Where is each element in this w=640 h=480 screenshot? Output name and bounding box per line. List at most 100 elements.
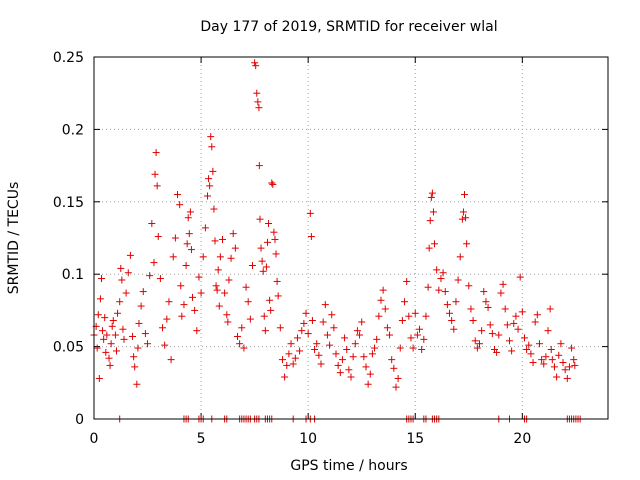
data-point <box>349 353 357 361</box>
data-point <box>183 240 191 248</box>
data-point <box>484 304 492 312</box>
data-point <box>375 312 383 320</box>
data-point <box>102 348 110 356</box>
data-point <box>130 353 138 361</box>
data-point <box>319 318 327 326</box>
data-point <box>120 335 128 343</box>
data-point <box>163 315 171 323</box>
data-point <box>411 309 419 317</box>
data-point <box>263 238 271 246</box>
data-point <box>459 208 467 216</box>
data-point <box>379 286 387 294</box>
data-points <box>90 59 584 423</box>
data-point <box>538 356 546 364</box>
data-point <box>255 104 263 112</box>
data-point <box>550 363 558 371</box>
data-point <box>499 280 507 288</box>
data-point <box>274 292 282 300</box>
data-point <box>488 330 496 338</box>
data-point <box>311 345 319 353</box>
data-point <box>486 321 494 329</box>
data-point <box>418 345 426 353</box>
data-point <box>454 276 462 284</box>
data-point <box>185 230 193 238</box>
data-point <box>144 340 152 348</box>
data-point <box>276 324 284 332</box>
data-point <box>300 319 308 327</box>
data-point <box>296 347 304 355</box>
data-point <box>265 220 273 228</box>
data-point <box>461 191 469 199</box>
data-point <box>107 340 115 348</box>
data-point <box>148 220 156 228</box>
data-point <box>272 250 280 258</box>
data-point <box>187 246 195 254</box>
data-point <box>531 318 539 326</box>
data-point <box>377 296 385 304</box>
data-point <box>381 305 389 313</box>
data-point <box>154 233 162 241</box>
data-point <box>287 340 295 348</box>
data-point <box>101 314 109 322</box>
data-point <box>258 257 266 265</box>
data-point <box>426 217 434 225</box>
data-point <box>497 289 505 297</box>
x-tick-label: 15 <box>406 431 424 447</box>
data-point <box>383 324 391 332</box>
data-point <box>546 305 554 313</box>
data-point <box>326 341 334 349</box>
data-point <box>448 317 456 325</box>
data-point <box>330 324 338 332</box>
data-point <box>428 189 436 197</box>
data-point <box>476 340 483 348</box>
data-point <box>535 340 543 348</box>
data-point <box>512 312 520 320</box>
data-point <box>392 383 400 391</box>
data-point <box>555 351 563 359</box>
data-point <box>244 298 252 306</box>
data-point <box>360 353 368 361</box>
data-point <box>473 344 481 352</box>
data-point <box>134 344 142 352</box>
data-point <box>201 224 209 232</box>
x-tick-label: 0 <box>90 431 99 447</box>
data-point <box>467 305 475 313</box>
data-point <box>161 341 169 349</box>
data-point <box>141 330 149 338</box>
data-point <box>197 289 205 297</box>
data-point <box>570 356 578 364</box>
data-point <box>216 253 224 261</box>
data-point <box>191 306 199 314</box>
data-point <box>429 208 437 216</box>
data-point <box>471 337 479 345</box>
data-point <box>304 330 312 338</box>
x-tick-label: 10 <box>299 431 317 447</box>
data-point <box>405 312 413 320</box>
data-point <box>478 327 486 335</box>
data-point <box>441 288 449 296</box>
data-point <box>94 311 102 319</box>
data-point <box>255 162 263 170</box>
data-point <box>302 309 310 317</box>
data-point <box>563 374 571 382</box>
data-point <box>403 277 411 285</box>
data-point <box>254 98 262 106</box>
data-point <box>306 209 314 217</box>
data-point <box>206 182 214 190</box>
data-point <box>540 360 548 368</box>
data-point <box>269 180 277 188</box>
data-point <box>204 192 212 200</box>
data-point <box>542 353 550 361</box>
data-point <box>178 312 186 320</box>
data-point <box>353 327 361 335</box>
data-point <box>273 277 281 285</box>
data-point <box>238 324 246 332</box>
data-point <box>105 354 113 362</box>
data-point <box>151 170 159 178</box>
data-point <box>433 266 441 274</box>
data-point <box>124 269 132 277</box>
y-axis-label: SRMTID / TECUs <box>6 182 22 295</box>
data-point <box>106 361 114 369</box>
data-point <box>99 327 107 335</box>
data-point <box>108 322 116 330</box>
